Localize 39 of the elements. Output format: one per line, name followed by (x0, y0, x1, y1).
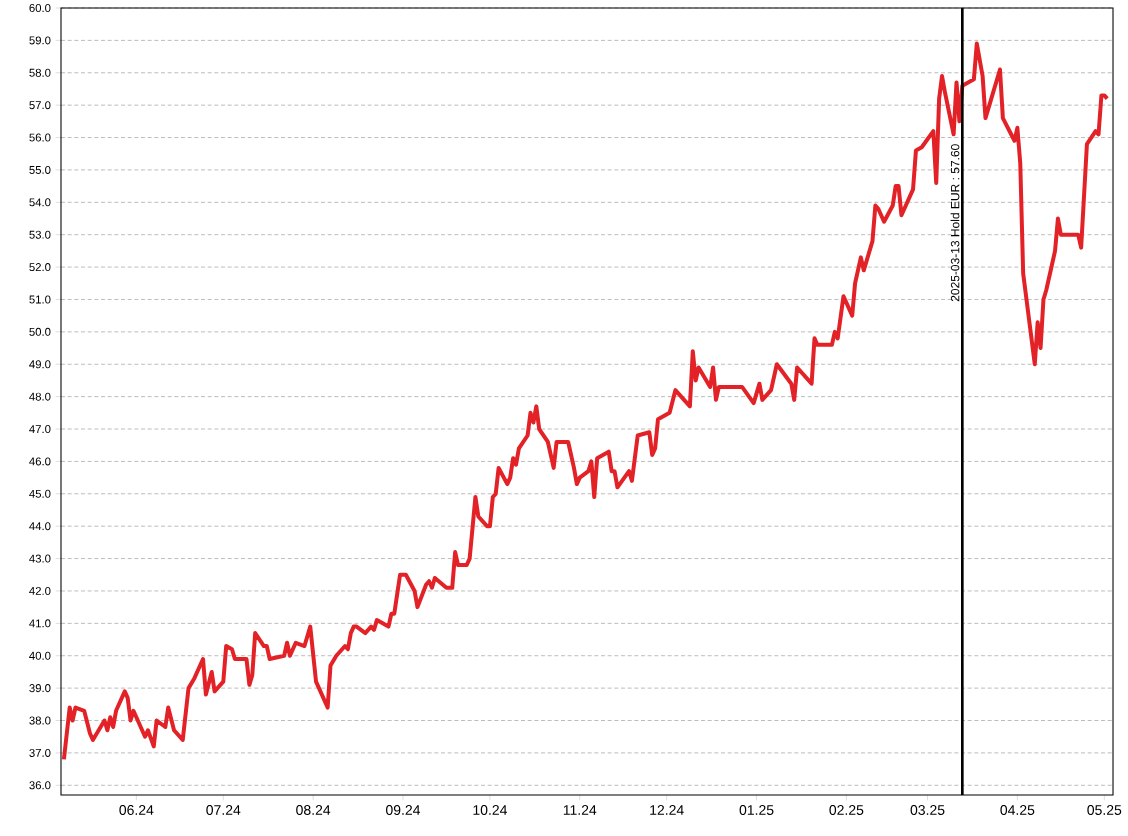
x-tick-label: 11.24 (563, 805, 597, 815)
x-tick-label: 01.25 (739, 805, 774, 815)
y-tick-label: 52.0 (29, 263, 51, 272)
x-tick-label: 08.24 (296, 805, 331, 815)
x-tick-label: 07.24 (206, 805, 241, 815)
y-tick-label: 47.0 (29, 425, 51, 434)
y-tick-label: 43.0 (29, 554, 51, 563)
y-tick-label: 50.0 (29, 327, 51, 336)
y-tick-label: 54.0 (29, 198, 51, 207)
y-tick-label: 57.0 (29, 101, 51, 110)
line-series (61, 41, 1110, 762)
x-tick-label: 06.24 (119, 805, 154, 815)
y-tick-label: 46.0 (29, 457, 51, 466)
y-tick-label: 60.0 (29, 3, 51, 12)
x-tick-label: 02.25 (829, 805, 864, 815)
y-tick-label: 48.0 (29, 392, 51, 401)
y-tick-label: 37.0 (29, 748, 51, 757)
y-tick-label: 41.0 (29, 619, 51, 628)
y-tick-label: 51.0 (29, 295, 51, 304)
y-tick-label: 44.0 (29, 522, 51, 531)
y-tick-label: 36.0 (29, 781, 51, 790)
x-tick-label: 09.24 (386, 805, 421, 815)
y-tick-label: 38.0 (29, 716, 51, 725)
y-tick-label: 45.0 (29, 489, 51, 498)
y-tick-label: 49.0 (29, 360, 51, 369)
x-tick-label: 03.25 (910, 805, 945, 815)
x-tick-label: 12.24 (650, 805, 684, 815)
y-tick-label: 58.0 (29, 68, 51, 77)
y-tick-label: 56.0 (29, 133, 51, 142)
ref-line-label: 2025-03-13 Hold EUR : 57.60 (950, 144, 960, 302)
x-tick-label: 10.24 (473, 805, 508, 815)
y-tick-label: 59.0 (29, 36, 51, 45)
y-tick-label: 55.0 (29, 165, 51, 174)
y-tick-label: 40.0 (29, 651, 51, 660)
y-tick-label: 42.0 (29, 586, 51, 595)
x-tick-label: 05.25 (1087, 805, 1122, 815)
x-tick-label: 04.25 (1000, 805, 1035, 815)
y-tick-label: 39.0 (29, 684, 51, 693)
y-tick-label: 53.0 (29, 230, 51, 239)
